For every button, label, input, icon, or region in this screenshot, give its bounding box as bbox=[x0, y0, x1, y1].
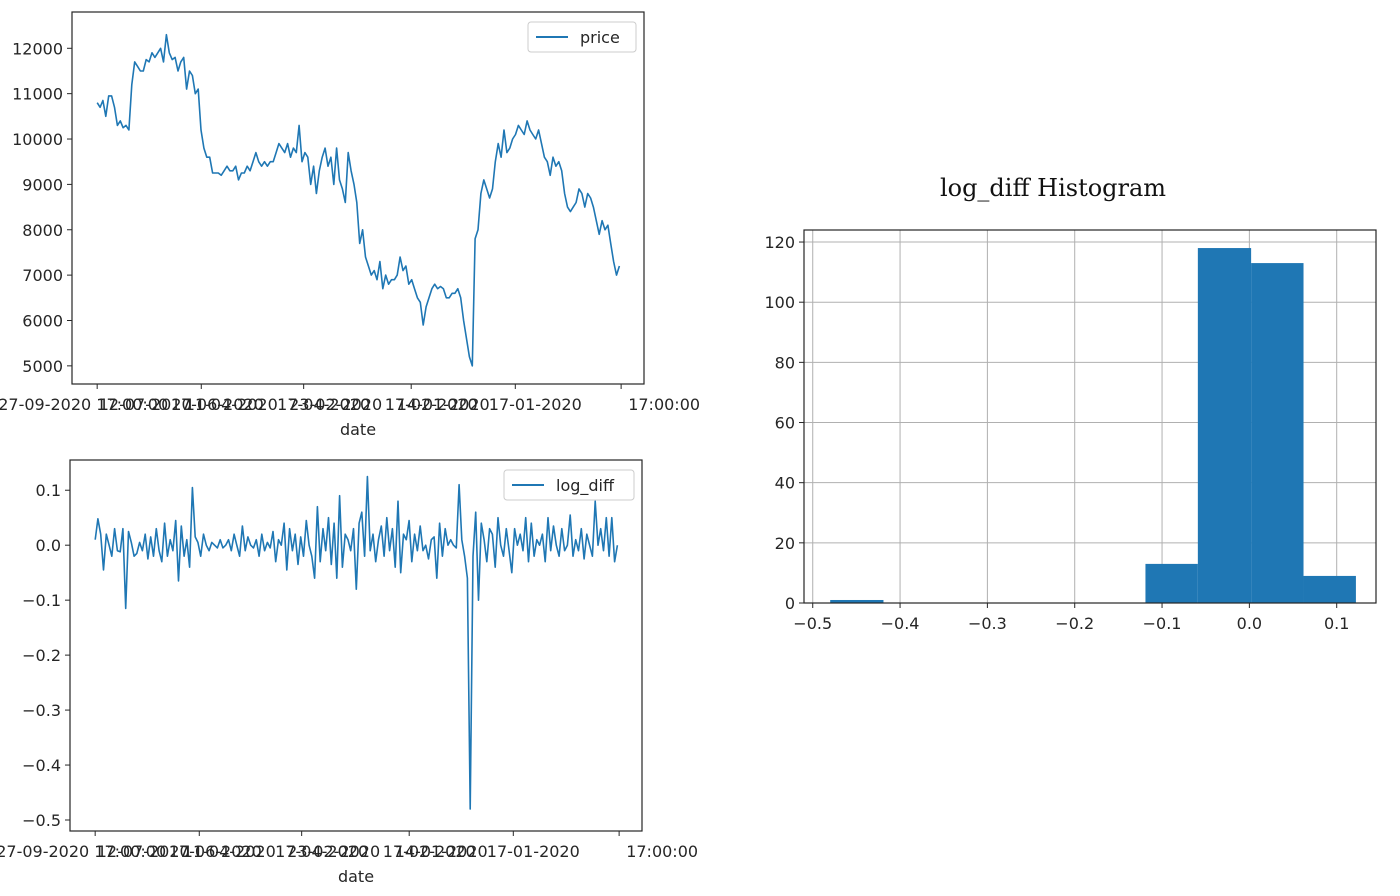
x-axis-label: date bbox=[340, 420, 376, 439]
histogram-bar bbox=[1251, 263, 1304, 603]
legend-label: log_diff bbox=[556, 476, 615, 496]
x-tick-label: 17-01-2020 bbox=[489, 395, 582, 414]
y-tick-label: 5000 bbox=[22, 357, 63, 376]
x-tick-label: 14-01-2020 bbox=[397, 395, 490, 414]
y-tick-label: −0.5 bbox=[22, 811, 61, 830]
y-tick-label: 10000 bbox=[12, 130, 63, 149]
y-tick-label: 8000 bbox=[22, 221, 63, 240]
x-tick-label: 11-04-2020 bbox=[183, 842, 276, 861]
histogram-bar bbox=[1197, 248, 1252, 603]
y-tick-label: 0 bbox=[785, 594, 795, 613]
legend-label: price bbox=[580, 28, 620, 47]
x-tick-label: 12-07-2020 bbox=[99, 395, 192, 414]
x-tick-label: 17-04-2020 bbox=[277, 395, 370, 414]
y-tick-label: −0.1 bbox=[22, 591, 61, 610]
x-tick-label: 11-04-2020 bbox=[185, 395, 278, 414]
log-diff-chart: −0.5 −0.4 −0.3 −0.2 −0.1 0.0 0.1 27-09-2020 17:… bbox=[0, 459, 698, 886]
x-tick-label: −0.1 bbox=[1143, 614, 1182, 633]
series-line-price bbox=[96, 33, 621, 367]
x-tick-label: 17-06-2020 bbox=[169, 842, 262, 861]
histogram-bar bbox=[1303, 575, 1356, 603]
x-tick-label: 17:00:00 bbox=[628, 395, 700, 414]
x-tick-label: −0.2 bbox=[1055, 614, 1094, 633]
legend-box bbox=[503, 469, 635, 501]
plot-frame bbox=[69, 459, 643, 832]
x-tick-label: 17-06-2020 bbox=[171, 395, 264, 414]
x-tick-label: 17-02-2020 bbox=[385, 395, 478, 414]
x-tick-label: 17-04-2020 bbox=[275, 842, 368, 861]
x-tick-label: −0.5 bbox=[793, 614, 832, 633]
x-tick-label: 17-02-2020 bbox=[383, 842, 476, 861]
price-chart: 5000 6000 7000 8000 9000 10000 11000 12000 27-09… bbox=[0, 11, 700, 439]
y-tick-label: −0.2 bbox=[22, 646, 61, 665]
x-tick-label: 27-09-2020 17:00:00 bbox=[0, 395, 168, 414]
series-line-log-diff bbox=[94, 475, 619, 810]
x-tick-label: 0.0 bbox=[1237, 614, 1262, 633]
plot-frame bbox=[71, 11, 645, 385]
y-tick-label: 20 bbox=[775, 534, 795, 553]
y-tick-label: 9000 bbox=[22, 175, 63, 194]
x-tick-label: −0.3 bbox=[968, 614, 1007, 633]
x-axis-label: date bbox=[338, 867, 374, 886]
plot-frame bbox=[803, 229, 1377, 604]
y-tick-label: 100 bbox=[764, 293, 795, 312]
y-tick-label: 60 bbox=[775, 414, 795, 433]
y-tick-label: 12000 bbox=[12, 39, 63, 58]
y-tick-label: 0.0 bbox=[36, 536, 61, 555]
y-tick-label: −0.4 bbox=[22, 756, 61, 775]
x-tick-label: 0.1 bbox=[1324, 614, 1349, 633]
x-tick-label: 23-02-2020 bbox=[289, 395, 382, 414]
y-tick-label: 11000 bbox=[12, 85, 63, 104]
histogram-title: log_diff Histogram bbox=[940, 174, 1166, 202]
y-tick-label: 80 bbox=[775, 353, 795, 372]
y-tick-label: 0.1 bbox=[36, 481, 61, 500]
x-tick-label: −0.4 bbox=[881, 614, 920, 633]
histogram-bar bbox=[1145, 563, 1198, 603]
y-tick-label: 6000 bbox=[22, 311, 63, 330]
y-tick-label: 120 bbox=[764, 233, 795, 252]
x-tick-label: 27-09-2020 17:00:00 bbox=[0, 842, 166, 861]
y-tick-label: 40 bbox=[775, 474, 795, 493]
x-tick-label: 12-07-2020 bbox=[97, 842, 190, 861]
histogram-chart: log_diff Histogram 0 20 40 60 80 100 120 −0.5 −0.… bbox=[764, 174, 1377, 633]
x-tick-label: 17-01-2020 bbox=[487, 842, 580, 861]
legend-box bbox=[527, 21, 637, 53]
histogram-bar bbox=[830, 599, 884, 603]
x-tick-label: 23-02-2020 bbox=[287, 842, 380, 861]
x-tick-label: 17:00:00 bbox=[626, 842, 698, 861]
y-tick-label: 7000 bbox=[22, 266, 63, 285]
x-tick-label: 14-01-2020 bbox=[395, 842, 488, 861]
y-tick-label: −0.3 bbox=[22, 701, 61, 720]
